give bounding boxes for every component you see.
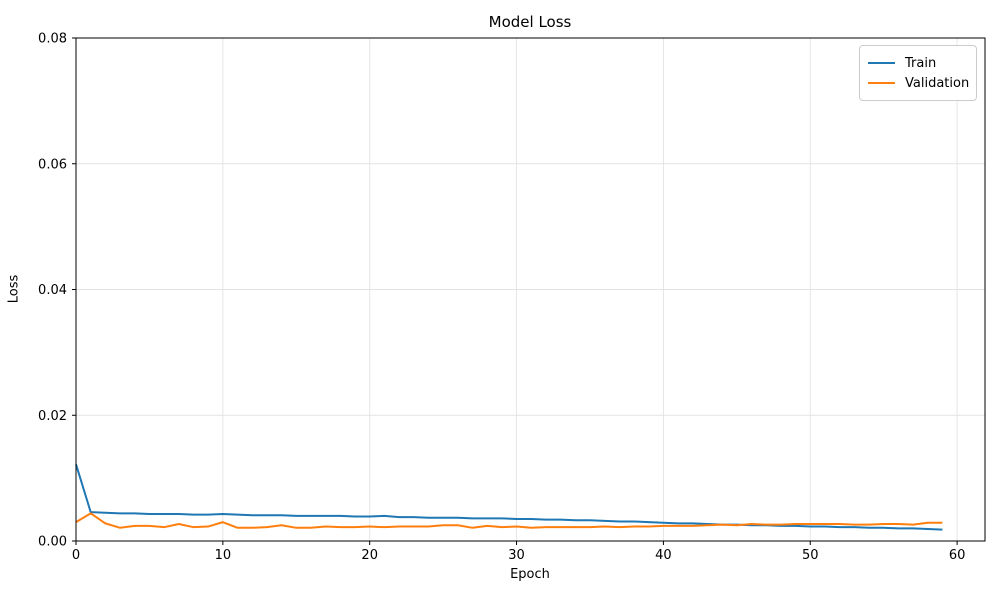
- y-tick-label: 0.02: [38, 409, 67, 424]
- legend-item-train: Train: [868, 53, 966, 73]
- x-tick-label: 40: [655, 548, 672, 563]
- x-tick-label: 0: [72, 548, 80, 563]
- x-tick-label: 30: [508, 548, 525, 563]
- x-tick-label: 20: [361, 548, 378, 563]
- y-tick-label: 0.08: [38, 32, 67, 47]
- legend-line-swatch-train: [868, 61, 895, 65]
- x-tick-label: 10: [215, 548, 232, 563]
- x-tick-label: 60: [949, 548, 966, 563]
- y-tick-label: 0.06: [38, 157, 67, 172]
- legend: Train Validation: [859, 45, 977, 101]
- train-line: [75, 463, 943, 531]
- y-tick-label: 0.04: [38, 283, 67, 298]
- y-axis-label: Loss: [6, 274, 22, 304]
- y-tick-label: 0.00: [38, 535, 67, 550]
- chart-title: Model Loss: [488, 13, 572, 31]
- legend-line-swatch-validation: [868, 81, 895, 85]
- legend-label-validation: Validation: [905, 75, 970, 91]
- legend-label-train: Train: [905, 55, 937, 71]
- x-axis-label: Epoch: [510, 567, 550, 582]
- validation-line: [75, 512, 943, 529]
- legend-item-validation: Validation: [868, 73, 970, 93]
- x-tick-label: 50: [802, 548, 819, 563]
